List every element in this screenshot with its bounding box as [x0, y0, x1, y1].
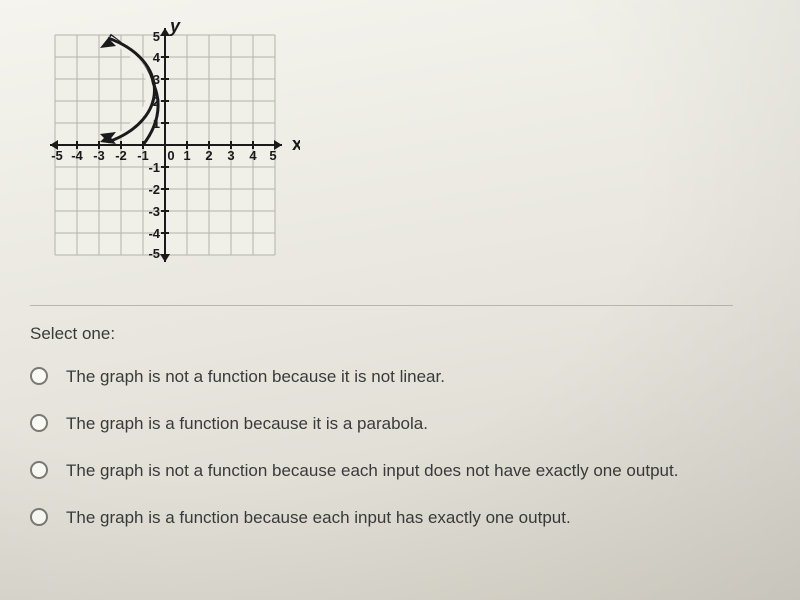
svg-text:5: 5: [153, 29, 160, 44]
svg-text:0: 0: [167, 148, 174, 163]
svg-text:5: 5: [269, 148, 276, 163]
svg-text:3: 3: [153, 72, 160, 87]
y-axis-label: y: [169, 20, 181, 36]
option-text: The graph is not a function because each…: [66, 460, 678, 483]
svg-text:1: 1: [153, 116, 160, 131]
svg-text:4: 4: [249, 148, 257, 163]
option-d[interactable]: The graph is a function because each inp…: [30, 507, 770, 530]
svg-text:-2: -2: [148, 182, 160, 197]
svg-text:-3: -3: [93, 148, 105, 163]
svg-text:2: 2: [205, 148, 212, 163]
svg-text:-1: -1: [137, 148, 149, 163]
svg-text:-1: -1: [148, 160, 160, 175]
svg-text:2: 2: [153, 94, 160, 109]
coordinate-graph: -5 -4 -3 -2 -1 0 1 2 3 4 5 5 4 3 2 1 -1 …: [40, 20, 300, 275]
option-c[interactable]: The graph is not a function because each…: [30, 460, 770, 483]
svg-text:-2: -2: [115, 148, 127, 163]
option-text: The graph is not a function because it i…: [66, 366, 445, 389]
svg-text:3: 3: [227, 148, 234, 163]
section-divider: [30, 305, 733, 306]
radio-icon[interactable]: [30, 414, 48, 432]
radio-icon[interactable]: [30, 508, 48, 526]
svg-text:4: 4: [153, 50, 161, 65]
option-a[interactable]: The graph is not a function because it i…: [30, 366, 770, 389]
answer-options: The graph is not a function because it i…: [30, 366, 770, 554]
svg-text:-4: -4: [71, 148, 83, 163]
svg-text:-4: -4: [148, 226, 160, 241]
option-text: The graph is a function because it is a …: [66, 413, 428, 436]
question-prompt: Select one:: [30, 324, 770, 344]
svg-text:-5: -5: [51, 148, 63, 163]
x-axis-label: x: [292, 134, 300, 154]
svg-text:1: 1: [183, 148, 190, 163]
option-text: The graph is a function because each inp…: [66, 507, 571, 530]
option-b[interactable]: The graph is a function because it is a …: [30, 413, 770, 436]
radio-icon[interactable]: [30, 367, 48, 385]
graph-svg: -5 -4 -3 -2 -1 0 1 2 3 4 5 5 4 3 2 1 -1 …: [40, 20, 300, 275]
svg-text:-5: -5: [148, 246, 160, 261]
svg-text:-3: -3: [148, 204, 160, 219]
radio-icon[interactable]: [30, 461, 48, 479]
